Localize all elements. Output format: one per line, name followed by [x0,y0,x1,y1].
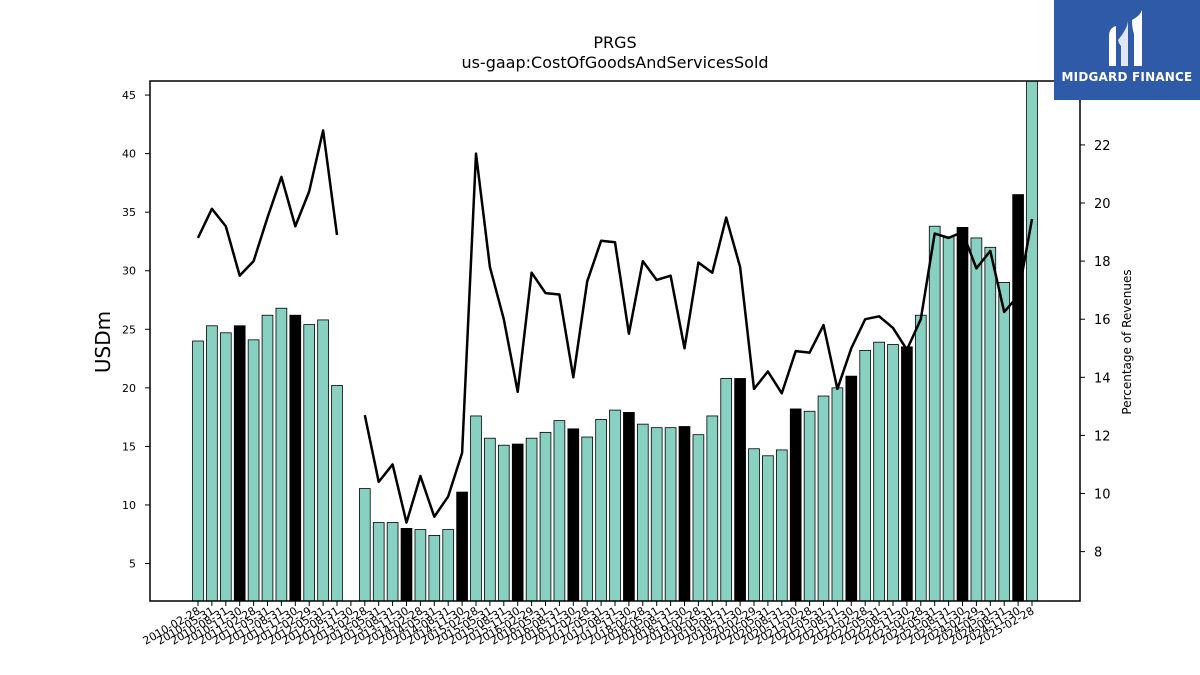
bar [748,448,760,602]
bar [192,340,204,602]
bar [553,420,566,602]
bar [484,437,496,602]
bar [372,522,385,602]
y2-axis: 8 10 12 14 16 18 20 22 [1080,139,1111,561]
bar [442,529,455,602]
bar [386,522,399,602]
bar [692,434,705,602]
y-tick-label: 15 [122,440,136,453]
y-tick-label: 45 [122,89,136,102]
bar [984,246,997,602]
bar-annual [678,426,691,602]
y2-tick-label: 10 [1094,488,1111,503]
bar-annual [845,375,858,602]
y2-tick-label: 22 [1094,139,1111,154]
y2-tick-label: 8 [1094,546,1102,561]
bar [219,332,232,602]
bar-annual [1012,194,1024,602]
bar-annual [789,408,802,602]
bar [942,236,955,602]
y-tick-label: 10 [122,499,136,512]
chart-subtitle: us-gaap:CostOfGoodsAndServicesSold [461,53,768,72]
y2-tick-label: 16 [1094,313,1111,328]
bar [317,319,329,602]
bar [664,427,677,602]
bar [817,395,830,602]
bar-annual [901,346,913,602]
bar [414,529,427,602]
bar [720,378,733,602]
brand-logo: MIDGARD FINANCE [1054,0,1200,100]
bar [636,423,649,602]
bar [595,419,607,602]
bar-annual [456,491,468,602]
bar-annual [623,412,635,602]
bar-annual [956,226,969,602]
y-tick-label: 40 [122,148,136,161]
percentage-line [196,129,1034,524]
bar [497,444,510,602]
bar [303,324,316,602]
logo-icon [1109,10,1142,66]
chart-title: PRGS [593,33,636,52]
bar [775,449,788,602]
bar [428,535,441,602]
bar-annual [511,443,524,602]
y-tick-label: 25 [122,323,136,336]
bar [581,436,594,602]
bar [762,455,774,602]
bar [831,387,844,602]
bar [887,344,899,602]
bar [206,325,218,602]
y-axis-label: USDm [91,311,115,373]
bar [331,385,343,602]
x-axis: 2010-02-282010-05-312010-08-312010-11-30… [141,601,1037,648]
y-tick-label: 30 [122,265,136,278]
y-tick-label: 20 [122,382,136,395]
brand-name: MIDGARD FINANCE [1061,70,1193,84]
bar [1026,80,1038,602]
bar [650,427,663,602]
bar [706,415,719,602]
bar [970,237,983,602]
bar [470,415,482,602]
bar [928,225,941,602]
y-tick-label: 5 [129,558,136,571]
bar [275,307,288,602]
line-group [196,129,1034,524]
y2-axis-label: Percentage of Revenues [1120,269,1134,414]
y2-tick-label: 20 [1094,197,1111,212]
bar [247,339,260,602]
bar [261,314,274,602]
bar [803,410,816,602]
bar [859,349,872,602]
y2-tick-label: 14 [1094,371,1111,386]
bar-annual [734,378,746,602]
bar [914,314,927,602]
bar [873,341,885,602]
y2-tick-label: 12 [1094,429,1111,444]
y-tick-label: 35 [122,206,136,219]
bar [998,282,1011,602]
bar [358,488,371,602]
y-axis: 5 10 15 20 25 30 35 40 45 [122,89,150,571]
bar-annual [567,428,580,602]
bar-group [192,80,1038,602]
bar-annual [289,314,302,602]
y2-tick-label: 18 [1094,255,1111,270]
bar [539,431,552,602]
bar-annual [233,325,246,602]
bar-annual [400,527,413,602]
bar [609,409,621,602]
bar [525,437,538,602]
